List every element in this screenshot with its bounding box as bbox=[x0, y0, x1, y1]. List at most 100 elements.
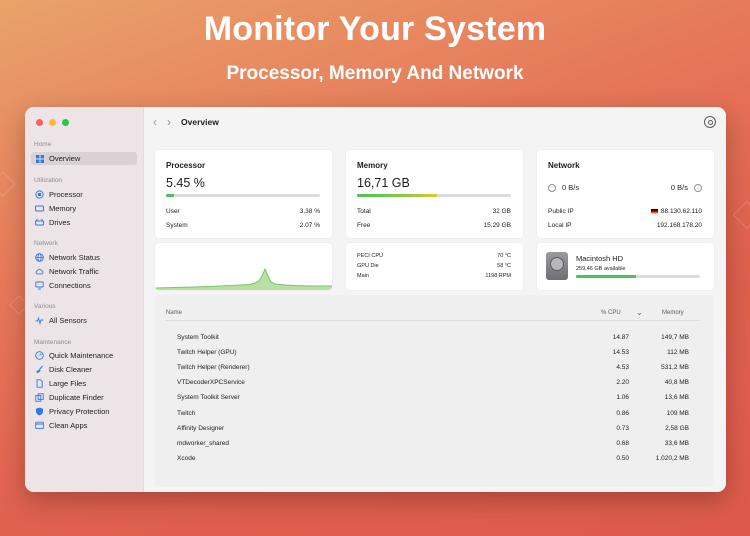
sidebar-item-network-traffic[interactable]: Network Traffic bbox=[31, 265, 137, 278]
process-memory: 2,58 GB bbox=[665, 424, 689, 432]
sidebar-item-quick-maintenance[interactable]: Quick Maintenance bbox=[31, 349, 137, 362]
local-ip-value: 192.168.178.20 bbox=[656, 222, 702, 229]
document-icon bbox=[35, 379, 44, 388]
disk-card[interactable]: Macintosh HD 259,46 GB available bbox=[537, 243, 714, 290]
chevron-right-icon[interactable]: › bbox=[167, 115, 171, 129]
speedometer-icon bbox=[35, 351, 44, 360]
duplicate-icon bbox=[35, 393, 44, 402]
table-row[interactable]: Twitch Helper (GPU) 14.53 112 MB bbox=[177, 346, 689, 358]
network-card[interactable]: Network − 0 B/s 0 B/s ⌄ Public IP 88.130… bbox=[537, 150, 714, 238]
minimize-button[interactable] bbox=[49, 119, 56, 126]
upload-icon: ⌄ bbox=[694, 183, 702, 192]
sidebar-item-memory[interactable]: Memory bbox=[31, 202, 137, 215]
sidebar-item-label: Clean Apps bbox=[49, 421, 88, 430]
table-row[interactable]: Xcode 0.50 1.020,2 MB bbox=[177, 453, 689, 465]
sidebar-item-label: Quick Maintenance bbox=[49, 351, 114, 360]
zoom-button[interactable] bbox=[62, 119, 69, 126]
table-row[interactable]: System Toolkit 14.87 149,7 MB bbox=[177, 331, 689, 343]
gear-icon[interactable] bbox=[704, 116, 716, 128]
sidebar-item-label: All Sensors bbox=[49, 316, 87, 325]
memory-free-row: Free 15,29 GB bbox=[357, 222, 511, 229]
process-memory: 149,7 MB bbox=[661, 333, 689, 341]
sidebar-item-processor[interactable]: Processor bbox=[31, 188, 137, 201]
process-name: System Toolkit Server bbox=[177, 394, 240, 402]
process-cpu: 14.53 bbox=[612, 348, 629, 356]
sidebar-item-network-status[interactable]: Network Status bbox=[31, 251, 137, 264]
table-row[interactable]: System Toolkit Server 1.06 13,6 MB bbox=[177, 392, 689, 404]
close-button[interactable] bbox=[36, 119, 43, 126]
page-title: Overview bbox=[181, 117, 219, 127]
section-utilization: Utilization bbox=[34, 177, 63, 184]
sidebar-item-label: Network Traffic bbox=[49, 267, 99, 276]
sidebar-item-disk-cleaner[interactable]: Disk Cleaner bbox=[31, 363, 137, 376]
sensor-value: 58 °C bbox=[497, 263, 511, 269]
monitor-icon bbox=[35, 281, 44, 290]
table-row[interactable]: VTDecoderXPCService 2.20 40,8 MB bbox=[177, 377, 689, 389]
broom-icon bbox=[35, 365, 44, 374]
sidebar-item-duplicate-finder[interactable]: Duplicate Finder bbox=[31, 391, 137, 404]
local-ip-row: Local IP 192.168.178.20 bbox=[548, 222, 702, 229]
pulse-icon bbox=[35, 316, 44, 325]
system-value: 2.07 % bbox=[299, 222, 320, 229]
public-ip-row: Public IP 88.130.62.110 bbox=[548, 208, 702, 215]
sidebar-item-label: Memory bbox=[49, 204, 77, 213]
column-header-memory[interactable]: Memory bbox=[662, 310, 684, 316]
process-name: Twitch Helper (GPU) bbox=[177, 348, 237, 356]
sidebar-item-all-sensors[interactable]: All Sensors bbox=[31, 314, 137, 327]
user-label: User bbox=[166, 208, 180, 215]
sidebar-item-privacy-protection[interactable]: Privacy Protection bbox=[31, 405, 137, 418]
download-rate: 0 B/s bbox=[562, 183, 580, 192]
sidebar-item-clean-apps[interactable]: Clean Apps bbox=[31, 419, 137, 432]
table-row[interactable]: Twitch 0.86 109 MB bbox=[177, 407, 689, 419]
download-icon: − bbox=[548, 183, 556, 192]
process-memory: 531,2 MB bbox=[661, 363, 689, 371]
chevron-down-icon[interactable]: ⌄ bbox=[636, 308, 643, 317]
column-header-name[interactable]: Name bbox=[166, 310, 183, 316]
sidebar-item-label: Disk Cleaner bbox=[49, 365, 92, 374]
process-table: Name % CPU ⌄ Memory System Toolkit 14.87 1… bbox=[155, 295, 713, 487]
processor-usage-bar bbox=[166, 194, 320, 197]
sensor-value: 1198 RPM bbox=[485, 273, 511, 279]
sidebar-item-label: Duplicate Finder bbox=[49, 393, 104, 402]
sidebar-item-drives[interactable]: Drives bbox=[31, 216, 137, 229]
sidebar-item-large-files[interactable]: Large Files bbox=[31, 377, 137, 390]
sidebar-item-label: Processor bbox=[49, 190, 83, 199]
sensor-row: PECI CPU 70 °C bbox=[357, 253, 511, 259]
memory-card[interactable]: Memory 16,71 GB Total 32 GB Free 15,29 G… bbox=[346, 150, 523, 238]
table-row[interactable]: Twitch Helper (Renderer) 4.53 531,2 MB bbox=[177, 361, 689, 373]
table-row[interactable]: Affinity Designer 0.73 2,58 GB bbox=[177, 422, 689, 434]
section-maintenance: Maintenance bbox=[34, 339, 72, 346]
processor-title: Processor bbox=[166, 161, 206, 170]
process-cpu: 0.68 bbox=[616, 439, 629, 447]
processor-user-row: User 3.38 % bbox=[166, 208, 320, 215]
memory-usage-bar bbox=[357, 194, 511, 197]
globe-icon bbox=[35, 253, 44, 262]
table-row[interactable]: mdworker_shared 0.68 33,6 MB bbox=[177, 437, 689, 449]
cpu-history-chart bbox=[155, 267, 332, 290]
sidebar-item-label: Privacy Protection bbox=[49, 407, 110, 416]
sidebar-item-label: Overview bbox=[49, 154, 81, 163]
process-memory: 109 MB bbox=[666, 409, 689, 417]
sensors-card[interactable]: PECI CPU 70 °C GPU Die 58 °C Main 1198 R… bbox=[346, 243, 523, 290]
cloud-icon bbox=[35, 267, 44, 276]
section-home: Home bbox=[34, 141, 52, 148]
sidebar-item-overview[interactable]: Overview bbox=[31, 152, 137, 165]
sensor-row: Main 1198 RPM bbox=[357, 273, 511, 279]
memory-icon bbox=[35, 204, 44, 213]
process-memory: 13,6 MB bbox=[664, 394, 689, 402]
sensor-row: GPU Die 58 °C bbox=[357, 263, 511, 269]
sidebar-item-connections[interactable]: Connections bbox=[31, 279, 137, 292]
hero-title: Monitor Your System bbox=[203, 10, 547, 48]
processor-card[interactable]: Processor 5.45 % User 3.38 % System 2.07… bbox=[155, 150, 332, 238]
network-speed-row: − 0 B/s 0 B/s ⌄ bbox=[548, 183, 702, 192]
sidebar-item-label: Network Status bbox=[49, 253, 100, 262]
process-name: Twitch bbox=[177, 409, 196, 417]
chevron-left-icon[interactable]: ‹ bbox=[153, 115, 157, 129]
column-header-cpu[interactable]: % CPU bbox=[601, 310, 621, 316]
process-name: Xcode bbox=[177, 455, 196, 463]
background-diamond bbox=[732, 200, 750, 230]
grid-icon bbox=[35, 154, 44, 163]
sidebar-item-label: Drives bbox=[49, 218, 71, 227]
sensor-label: PECI CPU bbox=[357, 253, 383, 259]
process-cpu: 14.87 bbox=[612, 333, 629, 341]
